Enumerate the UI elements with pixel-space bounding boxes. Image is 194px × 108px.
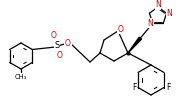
- Text: O: O: [57, 52, 63, 60]
- Text: O: O: [65, 38, 71, 48]
- Text: N: N: [147, 19, 153, 28]
- Text: CH₃: CH₃: [15, 74, 27, 80]
- Text: N: N: [166, 9, 172, 18]
- Text: N: N: [155, 0, 161, 9]
- Text: O: O: [118, 25, 124, 33]
- Text: F: F: [132, 83, 136, 92]
- Text: O: O: [51, 32, 57, 40]
- Text: S: S: [54, 41, 60, 51]
- Polygon shape: [128, 37, 141, 53]
- Text: F: F: [166, 83, 170, 92]
